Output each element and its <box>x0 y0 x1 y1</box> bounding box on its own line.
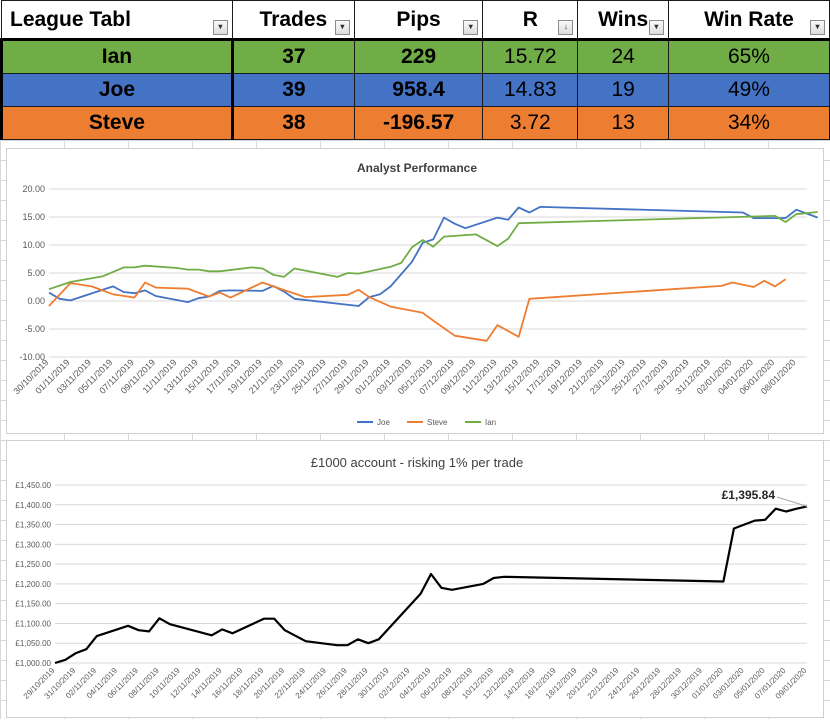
header-cell[interactable]: Trades ▾ <box>231 0 355 40</box>
header-label: R <box>522 7 538 31</box>
y-tick-label: 0.00 <box>27 296 45 306</box>
table-row: Steve 38 -196.57 3.72 13 34% <box>0 106 830 140</box>
cell-pips[interactable]: -196.57 <box>353 106 484 140</box>
y-tick-label: £1,150.00 <box>15 600 51 609</box>
cell-trades[interactable]: 38 <box>231 106 355 140</box>
y-tick-label: £1,200.00 <box>15 580 51 589</box>
account-balance-chart[interactable]: £1000 account - risking 1% per trade £1,4… <box>6 440 824 718</box>
filter-dropdown-icon[interactable]: ▾ <box>648 20 664 35</box>
cell-name[interactable]: Ian <box>0 38 234 74</box>
chart-title: Analyst Performance <box>357 161 477 175</box>
y-tick-label: -10.00 <box>19 352 45 362</box>
filter-dropdown-icon[interactable]: ▾ <box>212 20 228 35</box>
cell-r[interactable]: 15.72 <box>482 38 579 74</box>
chart-title: £1000 account - risking 1% per trade <box>311 455 523 470</box>
cell-name[interactable]: Steve <box>0 106 234 140</box>
y-tick-label: 5.00 <box>27 268 45 278</box>
cell-pips[interactable]: 229 <box>353 38 484 74</box>
y-tick-label: £1,450.00 <box>15 481 51 490</box>
legend-label-ian: Ian <box>485 418 496 427</box>
series-line-steve <box>48 278 787 342</box>
legend-label-steve: Steve <box>427 418 448 427</box>
y-tick-label: £1,100.00 <box>15 619 51 628</box>
cell-trades[interactable]: 39 <box>231 73 355 107</box>
cell-win-rate[interactable]: 49% <box>667 73 830 107</box>
header-label: Pips <box>396 7 441 31</box>
cell-wins[interactable]: 13 <box>577 106 669 140</box>
analyst-performance-svg: Analyst Performance 20.00 15.00 10.00 5.00 0.… <box>11 161 819 427</box>
y-tick-label: 20.00 <box>22 184 45 194</box>
header-cell[interactable]: League Tabl ▾ <box>1 0 233 40</box>
y-tick-label: 10.00 <box>22 240 45 250</box>
cell-win-rate[interactable]: 65% <box>667 38 830 74</box>
y-tick-label: £1,400.00 <box>15 501 51 510</box>
y-tick-label: £1,350.00 <box>15 521 51 530</box>
analyst-performance-chart[interactable]: Analyst Performance 20.00 15.00 10.00 5.00 0.… <box>6 148 824 434</box>
filter-dropdown-icon[interactable]: ▾ <box>334 20 350 35</box>
cell-name[interactable]: Joe <box>0 73 234 107</box>
y-tick-label: £1,000.00 <box>15 659 51 668</box>
header-label: Win Rate <box>704 7 794 31</box>
y-tick-label: 15.00 <box>22 212 45 222</box>
y-tick-label: -5.00 <box>24 324 45 334</box>
y-tick-label: £1,300.00 <box>15 540 51 549</box>
cell-r[interactable]: 14.83 <box>482 73 579 107</box>
series-line-joe <box>48 206 819 307</box>
header-cell[interactable]: Win Rate ▾ <box>667 0 830 40</box>
header-cell[interactable]: Pips ▾ <box>353 0 484 40</box>
filter-dropdown-icon[interactable]: ▾ <box>463 20 479 35</box>
header-cell[interactable]: Wins ▾ <box>577 0 669 40</box>
league-table: League Tabl ▾ Trades ▾ Pips ▾ R ↓ Wins ▾ Win … <box>0 0 830 140</box>
annotation-label: £1,395.84 <box>722 488 776 502</box>
cell-trades[interactable]: 37 <box>231 38 355 74</box>
cell-wins[interactable]: 19 <box>577 73 669 107</box>
account-balance-svg: £1000 account - risking 1% per trade £1,4… <box>15 455 808 701</box>
filter-dropdown-icon[interactable]: ▾ <box>810 20 825 35</box>
header-cell[interactable]: R ↓ <box>482 0 579 40</box>
cell-win-rate[interactable]: 34% <box>667 106 830 140</box>
header-label: League Tabl <box>10 7 131 31</box>
cell-wins[interactable]: 24 <box>577 38 669 74</box>
table-row: Joe 39 958.4 14.83 19 49% <box>0 73 830 107</box>
header-label: Wins <box>598 7 649 31</box>
table-row: Ian 37 229 15.72 24 65% <box>0 38 830 74</box>
header-label: Trades <box>259 7 328 31</box>
series-line-ian <box>48 211 818 291</box>
series-line-balance <box>54 505 808 665</box>
annotation-leader <box>776 496 808 507</box>
y-tick-label: £1,250.00 <box>15 560 51 569</box>
legend-label-joe: Joe <box>377 418 390 427</box>
table-header-row: League Tabl ▾ Trades ▾ Pips ▾ R ↓ Wins ▾ Win … <box>1 0 830 40</box>
cell-pips[interactable]: 958.4 <box>353 73 484 107</box>
sort-filter-icon[interactable]: ↓ <box>558 20 574 35</box>
cell-r[interactable]: 3.72 <box>482 106 579 140</box>
y-tick-label: £1,050.00 <box>15 639 51 648</box>
